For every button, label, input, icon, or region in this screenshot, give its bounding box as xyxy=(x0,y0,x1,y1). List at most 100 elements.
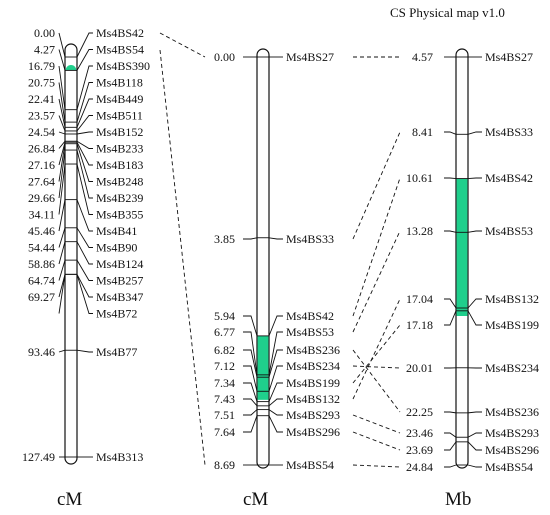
marker-name: Ms4BS296 xyxy=(286,425,340,439)
highlight-region xyxy=(456,178,468,316)
marker-position: 0.00 xyxy=(214,50,235,64)
marker-connector-right xyxy=(76,32,93,58)
marker-name: Ms4BS234 xyxy=(485,361,539,375)
marker-connector-right xyxy=(76,131,93,135)
marker-name: Ms4BS199 xyxy=(286,376,340,390)
marker-position: 23.46 xyxy=(406,426,433,440)
marker-position: 64.74 xyxy=(28,274,55,288)
chromosome-body xyxy=(256,48,270,469)
marker-name: Ms4BS42 xyxy=(96,26,144,40)
marker-connector-right xyxy=(467,131,482,135)
marker-connector-right xyxy=(76,143,93,182)
marker-name: Ms4BS53 xyxy=(286,325,334,339)
marker-position: 27.16 xyxy=(28,158,55,172)
marker-name: Ms4B90 xyxy=(96,241,137,255)
marker-connector-right xyxy=(268,398,283,407)
highlight-region xyxy=(257,335,269,400)
marker-connector-right xyxy=(76,227,93,248)
marker-connector-left xyxy=(444,177,457,180)
link-ms4bs132 xyxy=(352,298,401,400)
marker-connector-right xyxy=(76,65,93,110)
marker-connector-left xyxy=(58,65,66,110)
marker-name: Ms4B511 xyxy=(96,109,143,123)
marker-connector-left xyxy=(444,411,457,414)
marker-connector-right xyxy=(76,49,93,71)
marker-connector-right xyxy=(467,464,482,468)
marker-connector-left xyxy=(444,131,457,135)
marker-position: 17.18 xyxy=(406,318,433,332)
marker-position: 22.25 xyxy=(406,405,433,419)
marker-connector-right xyxy=(268,409,283,416)
link-ms4bs54-bottom xyxy=(159,49,206,466)
marker-name: Ms4BS54 xyxy=(485,460,533,474)
marker-name: Ms4B248 xyxy=(96,175,143,189)
marker-position: 93.46 xyxy=(28,345,55,359)
chromosome-genetic-map-full: 0.00 Ms4BS42 4.27 Ms4BS54 16.79 Ms4BS390 20.75… xyxy=(22,26,150,465)
chromosome-physical-map: 4.57 Ms4BS27 8.41 Ms4BS33 10.61 Ms4BS42 13.28 M… xyxy=(406,48,539,474)
marker-connector-left xyxy=(58,241,66,265)
marker-connector-left xyxy=(58,140,66,149)
marker-connector-left xyxy=(58,98,66,128)
marker-name: Ms4BS33 xyxy=(286,232,334,246)
marker-position: 7.12 xyxy=(214,359,235,373)
marker-connector-right xyxy=(467,177,482,180)
marker-connector-left xyxy=(58,131,66,135)
unit-label-map1: cM xyxy=(57,489,82,510)
marker-name: Ms4B449 xyxy=(96,92,143,106)
marker-connector-right xyxy=(467,432,482,438)
marker-position: 6.77 xyxy=(214,325,235,339)
marker-connector-right xyxy=(268,315,283,337)
marker-position: 29.66 xyxy=(28,191,55,205)
marker-name: Ms4BS27 xyxy=(286,50,334,64)
marker-name: Ms4BS54 xyxy=(96,43,144,57)
marker-name: Ms4B77 xyxy=(96,345,137,359)
marker-position: 24.54 xyxy=(28,125,55,139)
marker-name: Ms4B233 xyxy=(96,142,143,156)
marker-connector-left xyxy=(58,199,66,232)
marker-connector-left xyxy=(58,32,66,58)
marker-name: Ms4BS199 xyxy=(485,318,539,332)
marker-name: Ms4BS54 xyxy=(286,458,334,472)
marker-position: 69.27 xyxy=(28,290,55,304)
marker-position: 0.00 xyxy=(34,26,55,40)
marker-connector-left xyxy=(444,441,457,451)
link-ms4bs236 xyxy=(352,349,401,413)
marker-position: 45.46 xyxy=(28,224,55,238)
marker-position: 23.57 xyxy=(28,109,55,123)
marker-position: 4.57 xyxy=(412,50,433,64)
marker-connector-right xyxy=(76,241,93,265)
marker-connector-left xyxy=(444,298,457,309)
marker-name: Ms4BS53 xyxy=(485,224,533,238)
marker-connector-left xyxy=(58,82,66,123)
marker-connector-right xyxy=(76,349,93,353)
link-ms4bs199 xyxy=(352,324,401,384)
marker-name: Ms4BS42 xyxy=(485,171,533,185)
marker-connector-left xyxy=(58,227,66,248)
marker-connector-left xyxy=(243,365,258,392)
marker-position: 6.82 xyxy=(214,343,235,357)
marker-connector-left xyxy=(243,415,258,433)
marker-name: Ms4BS33 xyxy=(485,125,533,139)
marker-name: Ms4BS42 xyxy=(286,309,334,323)
marker-connector-left xyxy=(58,143,66,182)
marker-connector-right xyxy=(76,142,93,166)
marker-name: Ms4BS236 xyxy=(286,343,340,357)
marker-connector-left xyxy=(58,274,66,314)
marker-connector-left xyxy=(58,142,66,166)
marker-connector-left xyxy=(243,237,258,240)
marker-position: 58.86 xyxy=(28,257,55,271)
marker-position: 23.69 xyxy=(406,443,433,457)
marker-connector-right xyxy=(76,259,93,281)
marker-name: Ms4B347 xyxy=(96,290,143,304)
marker-position: 3.85 xyxy=(214,232,235,246)
marker-name: Ms4BS236 xyxy=(485,405,539,419)
marker-connector-left xyxy=(444,464,457,468)
marker-connector-right xyxy=(467,310,482,326)
marker-connector-left xyxy=(58,150,66,199)
marker-position: 16.79 xyxy=(28,59,55,73)
marker-position: 8.41 xyxy=(412,125,433,139)
marker-position: 34.11 xyxy=(28,208,55,222)
marker-connector-left xyxy=(243,349,258,378)
